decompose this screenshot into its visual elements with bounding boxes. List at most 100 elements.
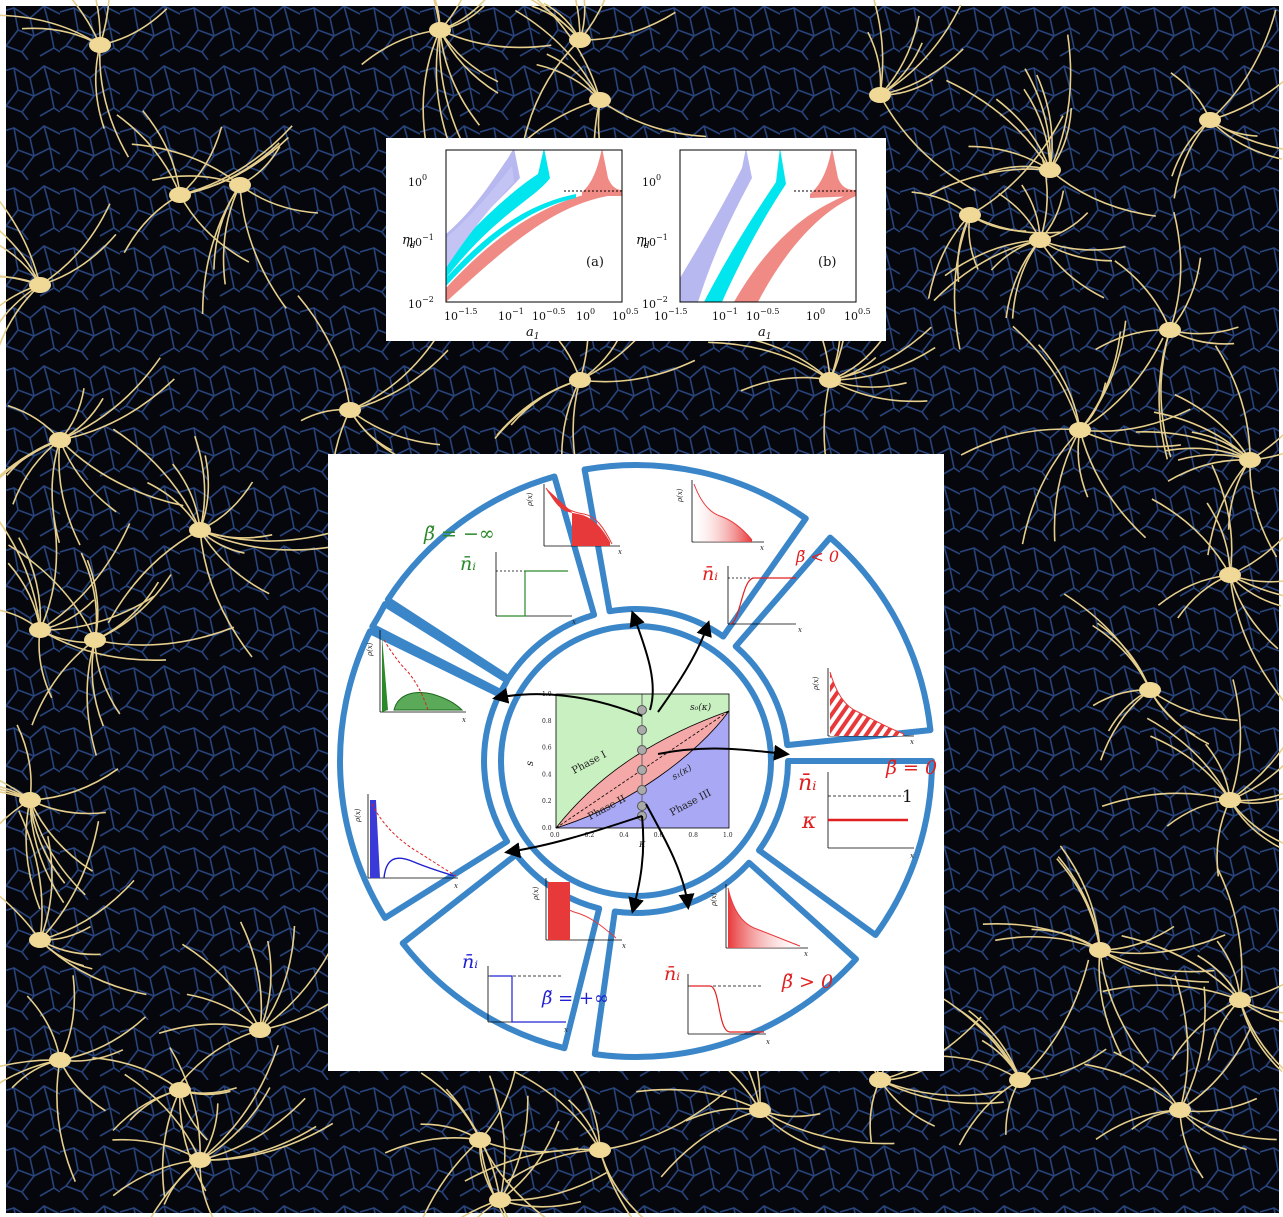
kappa-point (637, 765, 647, 775)
hub-node (169, 1082, 191, 1098)
hub-branch (1019, 959, 1090, 1081)
x-label-green-step: x (572, 618, 576, 626)
hub-branch (199, 1125, 317, 1161)
rho-label-bottom: ρ(x) (532, 886, 540, 901)
kappa-point (637, 725, 647, 735)
hub-branch (25, 799, 41, 910)
hub-branch (1114, 260, 1171, 331)
hub-node (29, 932, 51, 948)
center-y-tick: 0.0 (542, 825, 552, 832)
hub-branch (39, 836, 53, 941)
hub-branch (1099, 934, 1226, 955)
hub-branch (161, 1089, 181, 1198)
phase-wheel-svg: Phase I Phase II Phase III s₀(κ) s₁(κ) 0… (337, 462, 937, 1060)
hub-branch (1053, 429, 1081, 542)
beta-zero-label: β̃ = 0 (885, 757, 937, 779)
hub-branch (0, 791, 31, 801)
kappa-points (637, 705, 647, 821)
x-label-top-right: x (760, 544, 764, 552)
hub-branch (422, 1139, 481, 1217)
hub-branch (259, 925, 296, 1031)
hub-branch (759, 1109, 895, 1145)
hub-branch (1079, 408, 1191, 433)
hub-branch (71, 0, 101, 46)
ni-label-green: n̄ᵢ (460, 553, 476, 575)
hub-branch (982, 922, 1101, 951)
hub-branch (0, 14, 101, 46)
hub-branch (499, 1199, 509, 1217)
hub-branch (599, 1090, 728, 1151)
hub-branch (933, 239, 1041, 302)
hub-branch (1209, 80, 1283, 121)
hub-branch (0, 284, 41, 346)
hub-branch (29, 799, 65, 904)
hub-branch (178, 1089, 207, 1192)
hub-branch (1059, 845, 1101, 951)
hub-branch (515, 1071, 601, 1151)
lavender-band-b (680, 150, 752, 302)
arrow-to-right (657, 744, 790, 761)
panel-a-label: (a) (586, 255, 604, 270)
x-label-right: x (910, 738, 914, 746)
rho-label-bottom-right: ρ(x) (710, 892, 718, 907)
hub-branch (1229, 536, 1283, 576)
segment-beta-neg-inf: ρ(x) x β̃ = −∞ n̄ᵢ x (423, 484, 622, 626)
hub-branch (1229, 574, 1283, 702)
xtick-a-1: 10−1 (498, 307, 524, 323)
center-x-tick: 0.0 (550, 832, 560, 839)
hub-branch (51, 439, 61, 544)
hub-branch (708, 341, 831, 381)
hub-branch (1214, 345, 1251, 461)
hub-branch (575, 0, 581, 41)
hub-branch (150, 1159, 201, 1217)
hub-branch (1049, 34, 1072, 171)
hub-branch (259, 940, 272, 1031)
hub-branch (39, 203, 111, 286)
x-label-red-sigmoid: x (798, 626, 802, 634)
s0-curve (555, 710, 730, 829)
hub-branch (1079, 331, 1122, 431)
hub-branch (1092, 624, 1151, 691)
hub-branch (29, 799, 66, 884)
hub-branch (1079, 337, 1164, 431)
hub-branch (1099, 949, 1210, 983)
hub-branch (222, 184, 241, 285)
x-label-kappa: x (910, 852, 914, 860)
hub-branch (112, 428, 201, 531)
hub-branch (59, 439, 184, 507)
hub-branch (59, 378, 175, 441)
kappa-point (637, 705, 647, 715)
ni-label-blue: n̄ᵢ (462, 951, 478, 973)
ylabel-b: ηd (636, 233, 650, 251)
hub-branch (879, 4, 962, 96)
hub-branch (1229, 764, 1283, 801)
hub-branch (1036, 74, 1053, 171)
arrow-to-top (629, 610, 654, 711)
hub-branch (1021, 429, 1081, 545)
hub-node (1229, 992, 1251, 1008)
hub-node (1199, 112, 1221, 128)
hub-branch (199, 1097, 306, 1161)
hub-branch (636, 1088, 761, 1111)
hub-node (29, 622, 51, 638)
center-x-tick: 0.6 (654, 832, 664, 839)
hub-branch (879, 94, 976, 192)
hub-branch (1158, 329, 1171, 460)
phase-wheel-figure: Phase I Phase II Phase III s₀(κ) s₁(κ) 0… (328, 454, 944, 1071)
hub-branch (239, 184, 287, 309)
hub-branch (1049, 169, 1156, 217)
hub-branch (0, 895, 41, 941)
panel-b-label: (b) (818, 255, 836, 270)
hub-branch (1098, 949, 1122, 1055)
hub-branch (199, 1087, 271, 1161)
hub-branch (1207, 459, 1251, 556)
center-x-tick: 1.0 (723, 832, 733, 839)
kappa-point (637, 801, 647, 811)
hub-branch (124, 1073, 201, 1161)
ring-segment (384, 473, 598, 682)
hub-branch (433, 0, 441, 31)
hub-branch (1249, 433, 1283, 461)
rho-label-left-green: ρ(x) (366, 642, 374, 657)
hub-branch (201, 184, 241, 315)
hub-branch (1150, 735, 1231, 801)
